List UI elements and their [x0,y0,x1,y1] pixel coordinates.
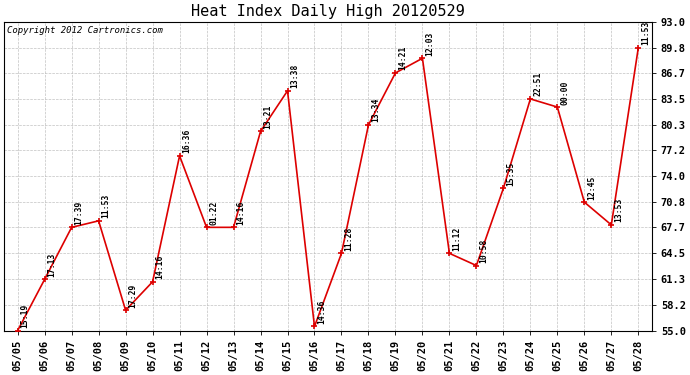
Text: 10:58: 10:58 [479,239,488,263]
Text: 01:22: 01:22 [209,201,218,225]
Text: 11:53: 11:53 [101,194,110,218]
Text: 14:16: 14:16 [155,255,164,279]
Text: 14:16: 14:16 [236,201,245,225]
Text: 11:12: 11:12 [452,226,461,251]
Text: 00:00: 00:00 [560,80,569,105]
Text: 13:38: 13:38 [290,64,299,88]
Text: 14:21: 14:21 [398,46,407,70]
Text: 12:03: 12:03 [425,32,434,56]
Text: 22:51: 22:51 [533,72,542,96]
Text: 17:39: 17:39 [75,201,83,225]
Title: Heat Index Daily High 20120529: Heat Index Daily High 20120529 [191,4,465,19]
Text: 13:34: 13:34 [371,98,380,123]
Text: 14:36: 14:36 [317,300,326,324]
Text: 11:53: 11:53 [641,21,650,45]
Text: 17:13: 17:13 [48,252,57,277]
Text: 15:19: 15:19 [21,304,30,328]
Text: 13:53: 13:53 [614,198,623,222]
Text: 12:45: 12:45 [587,176,596,200]
Text: 15:35: 15:35 [506,162,515,186]
Text: Copyright 2012 Cartronics.com: Copyright 2012 Cartronics.com [8,26,164,35]
Text: 13:21: 13:21 [263,105,273,129]
Text: 11:28: 11:28 [344,226,353,251]
Text: 16:36: 16:36 [182,129,191,153]
Text: 17:29: 17:29 [128,284,137,308]
